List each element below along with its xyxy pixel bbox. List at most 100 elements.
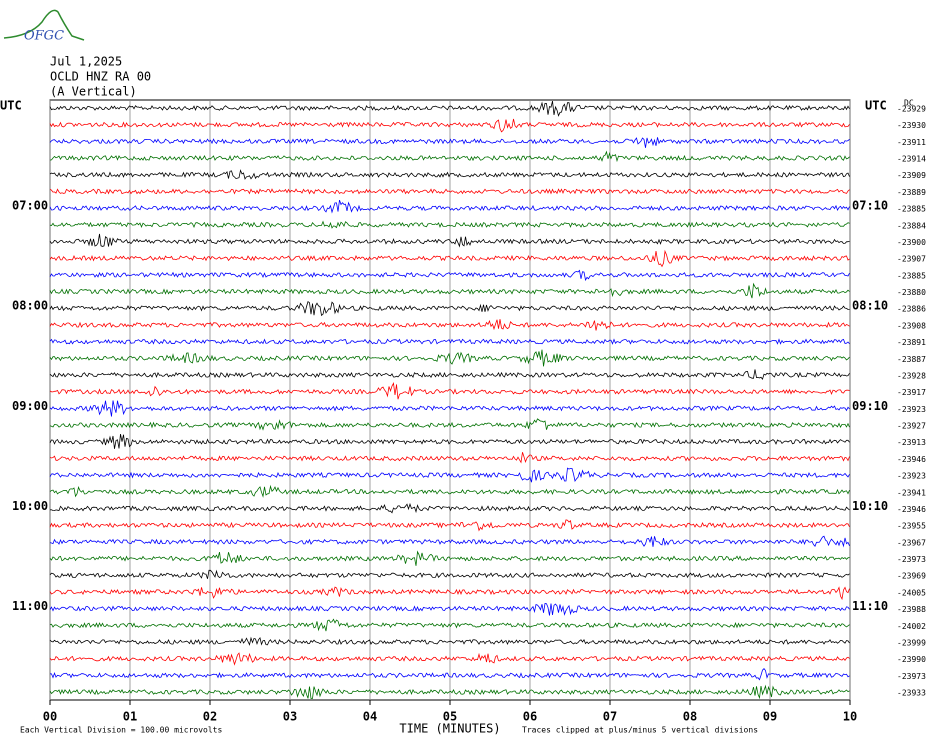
trace (49, 369, 850, 380)
trace-offset: -23884 (897, 221, 926, 230)
left-time-label: 10:00 (12, 499, 48, 513)
trace-offset: -23907 (897, 255, 926, 264)
trace (49, 188, 850, 195)
trace-offset: -23923 (897, 405, 926, 414)
trace-offset: -23900 (897, 238, 926, 247)
x-tick-label: 02 (203, 710, 217, 724)
trace-offset: -23930 (897, 121, 926, 130)
trace (49, 249, 850, 268)
trace (49, 233, 850, 248)
trace (49, 400, 850, 417)
logo-curve (3, 9, 85, 41)
trace-offset: -23880 (897, 288, 926, 297)
x-tick-label: 08 (683, 710, 697, 724)
trace-offset: -23929 (897, 105, 926, 114)
trace-offset: -23988 (897, 605, 926, 614)
x-tick-label: 01 (123, 710, 137, 724)
trace-offset: -23909 (897, 171, 926, 180)
component: (A Vertical) (50, 85, 137, 99)
footer-scale: Each Vertical Division = 100.00 microvol… (20, 726, 222, 735)
trace (49, 101, 850, 117)
trace (49, 282, 850, 299)
trace-offset: -23885 (897, 205, 926, 214)
trace (49, 220, 850, 229)
trace-offset: -24005 (897, 588, 926, 597)
trace-offset: -23973 (897, 672, 926, 681)
trace (49, 519, 850, 532)
trace (49, 199, 850, 214)
trace-offset: -23955 (897, 522, 926, 531)
trace (49, 667, 850, 681)
trace (49, 550, 850, 566)
trace (49, 586, 850, 601)
trace (49, 150, 850, 163)
trace-offset: -23891 (897, 338, 926, 347)
trace (49, 418, 850, 431)
trace-offset: -23933 (897, 689, 926, 698)
trace (49, 484, 850, 498)
trace (49, 502, 850, 514)
trace (49, 652, 850, 666)
trace (49, 137, 850, 148)
trace-offset: -23908 (897, 321, 926, 330)
trace (49, 338, 850, 345)
trace (49, 319, 850, 331)
trace-offset: -23969 (897, 572, 926, 581)
trace (49, 382, 850, 400)
left-time-label: UTC (0, 99, 22, 113)
x-axis-label: TIME (MINUTES) (399, 722, 500, 736)
trace-offset: -23946 (897, 455, 926, 464)
trace (49, 535, 850, 548)
trace (49, 434, 850, 449)
left-time-label: 09:00 (12, 399, 48, 413)
trace-offset: -23917 (897, 388, 926, 397)
dc-label: DC (904, 99, 914, 108)
x-tick-label: 04 (363, 710, 377, 724)
trace (49, 269, 850, 282)
trace-offset: -23973 (897, 555, 926, 564)
x-tick-label: 00 (43, 710, 57, 724)
trace (49, 569, 850, 579)
trace (49, 118, 850, 133)
right-time-label: 10:10 (852, 499, 888, 513)
logo-text: OFGC (24, 29, 64, 44)
date: Jul 1,2025 (50, 55, 122, 69)
footer-clip: Traces clipped at plus/minus 5 vertical … (522, 726, 758, 735)
trace (49, 603, 850, 616)
trace (49, 169, 850, 180)
left-time-label: 07:00 (12, 199, 48, 213)
trace-offset: -23927 (897, 422, 926, 431)
trace (49, 452, 850, 464)
trace (49, 349, 850, 367)
trace-offset: -23999 (897, 638, 926, 647)
trace-offset: -23941 (897, 488, 926, 497)
trace-offset: -23889 (897, 188, 926, 197)
trace-offset: -23923 (897, 472, 926, 481)
trace-offset: -23914 (897, 155, 926, 164)
left-time-label: 08:00 (12, 299, 48, 313)
trace (49, 684, 850, 700)
right-time-label: UTC (865, 99, 887, 113)
trace (49, 618, 850, 632)
x-tick-label: 03 (283, 710, 297, 724)
x-tick-label: 07 (603, 710, 617, 724)
trace (49, 467, 850, 483)
trace-offset: -23946 (897, 505, 926, 514)
x-tick-label: 05 (443, 710, 457, 724)
x-tick-label: 06 (523, 710, 537, 724)
trace-offset: -23887 (897, 355, 926, 364)
right-time-label: 07:10 (852, 199, 888, 213)
trace-offset: -23913 (897, 438, 926, 447)
left-time-label: 11:00 (12, 599, 48, 613)
right-time-label: 08:10 (852, 299, 888, 313)
right-time-label: 09:10 (852, 399, 888, 413)
trace (49, 300, 850, 317)
x-tick-label: 10 (843, 710, 857, 724)
trace-offset: -23885 (897, 271, 926, 280)
trace-offset: -24002 (897, 622, 926, 631)
right-time-label: 11:10 (852, 599, 888, 613)
station: OCLD HNZ RA 00 (50, 70, 151, 84)
trace-offset: -23928 (897, 371, 926, 380)
x-tick-label: 09 (763, 710, 777, 724)
